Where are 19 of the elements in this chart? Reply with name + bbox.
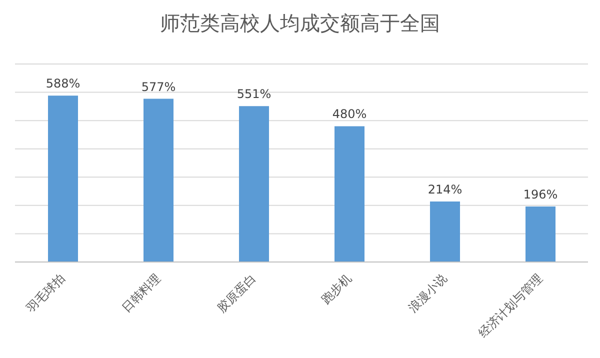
bar [239,106,269,262]
data-label: 480% [332,107,367,122]
bar [526,206,556,262]
x-tick-label: 日韩料理 [119,271,164,315]
x-tick-label: 胶原蛋白 [214,271,259,315]
x-tick-label: 经济计划与管理 [476,271,546,340]
x-tick-label: 羽毛球拍 [23,271,68,316]
data-label: 577% [141,80,176,94]
data-label: 214% [428,182,462,196]
bar [430,201,460,262]
bar [334,126,364,262]
x-tick-label: 跑步机 [318,271,354,306]
data-label: 551% [236,87,272,102]
bar [144,98,174,262]
data-label: 588% [46,76,80,91]
bar [48,96,78,262]
chart-title: 师范类高校人均成交额高于全国 [159,10,441,37]
data-label: 196% [523,188,558,202]
x-tick-label: 浪漫小说 [406,271,450,315]
